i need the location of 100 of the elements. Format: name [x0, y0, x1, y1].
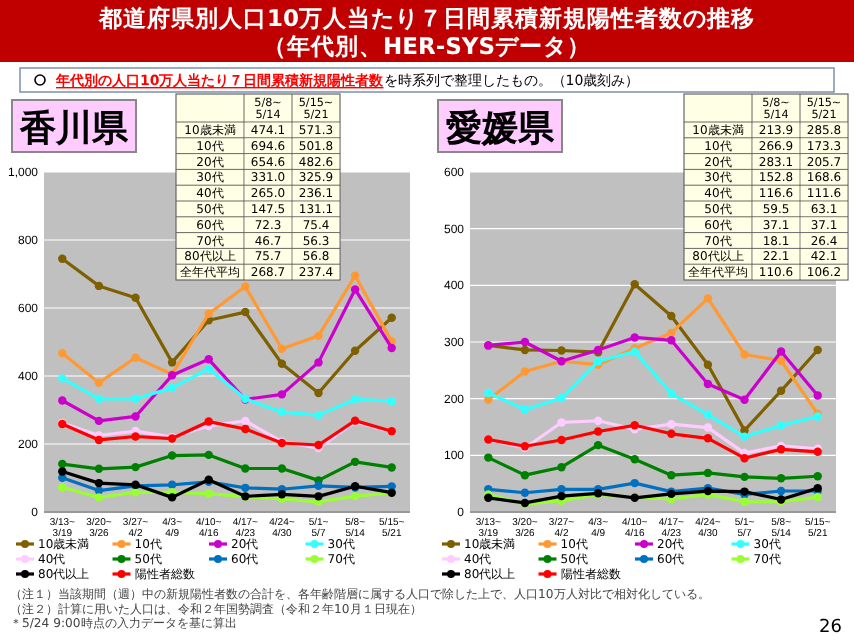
point — [58, 467, 67, 476]
point — [667, 328, 676, 338]
point — [776, 356, 786, 365]
point — [667, 336, 676, 345]
point — [557, 491, 566, 501]
point — [667, 429, 676, 439]
point — [167, 383, 177, 393]
point — [593, 427, 603, 436]
point — [94, 416, 104, 426]
point — [204, 309, 213, 318]
point — [241, 416, 250, 426]
point — [131, 432, 140, 441]
point — [94, 478, 104, 488]
point — [350, 271, 360, 281]
point — [557, 463, 566, 472]
point — [58, 254, 67, 263]
point — [703, 434, 713, 443]
point — [167, 493, 177, 502]
point — [277, 464, 287, 473]
point — [630, 333, 639, 342]
point — [350, 491, 360, 501]
point — [776, 486, 786, 496]
point — [241, 483, 250, 493]
point — [314, 481, 323, 491]
point — [241, 424, 250, 434]
point — [557, 418, 566, 427]
point — [204, 489, 213, 498]
point — [204, 364, 213, 374]
point — [277, 359, 287, 368]
chart-title: 愛媛県 — [446, 108, 556, 150]
point — [131, 353, 140, 362]
point — [58, 482, 67, 492]
point — [387, 396, 396, 406]
point — [520, 337, 530, 347]
point — [350, 457, 360, 467]
point — [387, 313, 396, 322]
point — [520, 345, 530, 355]
point — [167, 451, 177, 460]
point — [277, 390, 287, 399]
point — [204, 450, 213, 460]
text: 26 — [819, 618, 843, 638]
point — [740, 453, 749, 463]
point — [813, 391, 822, 400]
point — [630, 478, 639, 488]
point — [58, 396, 67, 405]
point — [314, 410, 323, 420]
point — [776, 421, 786, 430]
point — [520, 488, 530, 497]
point — [593, 416, 603, 425]
point — [314, 492, 323, 501]
point — [630, 455, 639, 464]
point — [484, 453, 493, 462]
point — [557, 393, 566, 403]
point — [350, 285, 360, 294]
point — [667, 389, 676, 398]
point — [131, 488, 140, 497]
point — [94, 378, 104, 388]
point — [204, 355, 213, 364]
point — [740, 472, 749, 482]
point — [58, 374, 67, 383]
point — [94, 394, 104, 403]
point — [667, 311, 676, 321]
point — [667, 419, 676, 429]
point — [94, 493, 104, 502]
point — [630, 279, 639, 289]
point — [813, 492, 822, 502]
point — [277, 407, 287, 417]
point — [94, 464, 104, 474]
point — [350, 346, 360, 356]
chart-title: 香川県 — [18, 108, 130, 150]
point — [314, 388, 323, 398]
point — [94, 435, 104, 445]
point — [667, 470, 676, 480]
point — [58, 459, 67, 469]
point — [314, 358, 323, 367]
point — [703, 410, 713, 419]
point — [241, 282, 250, 291]
point — [58, 349, 67, 358]
point — [131, 394, 140, 403]
point — [484, 388, 493, 398]
point — [703, 423, 713, 432]
point — [241, 307, 250, 317]
point — [520, 470, 530, 480]
point — [204, 417, 213, 426]
point — [241, 464, 250, 473]
point — [740, 497, 749, 507]
point — [520, 367, 530, 376]
point — [131, 462, 140, 472]
point — [94, 281, 104, 291]
text: （年代別、HER-SYSデータ） — [262, 32, 592, 60]
point — [520, 405, 530, 414]
point — [813, 472, 822, 481]
point — [740, 432, 749, 441]
point — [277, 344, 287, 354]
point — [557, 346, 566, 355]
point — [740, 395, 749, 405]
point — [813, 345, 822, 355]
point — [776, 386, 786, 395]
point — [131, 293, 140, 303]
point — [776, 347, 786, 356]
